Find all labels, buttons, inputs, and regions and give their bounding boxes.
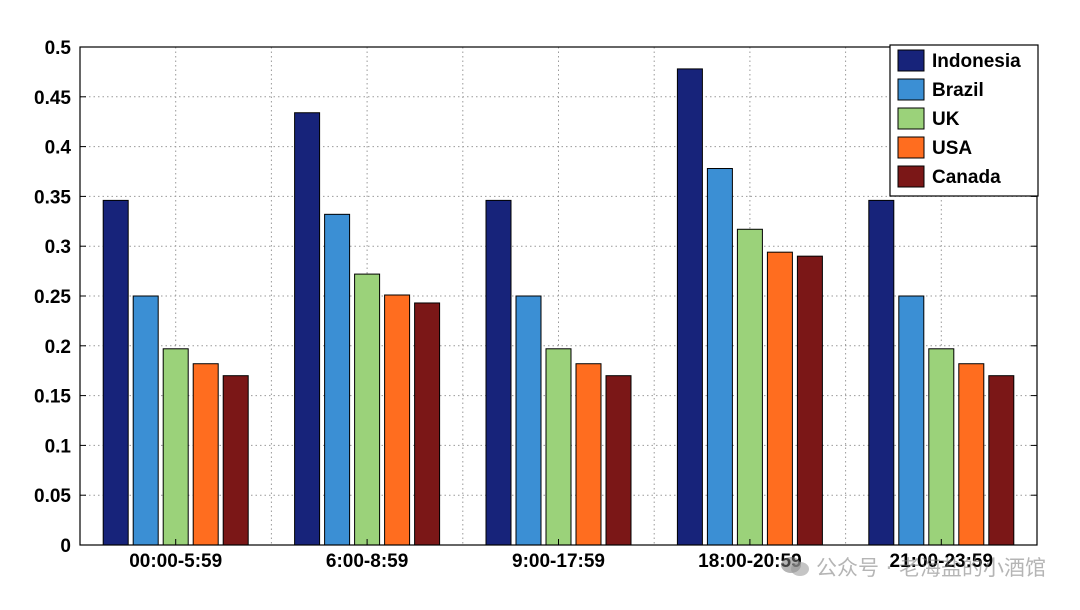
bar-indonesia-4 [868,199,895,546]
bar-indonesia-3 [676,68,703,546]
y-tick-label: 0.1 [45,436,72,457]
y-tick-label: 0.5 [45,38,72,59]
bar-brazil-0 [132,295,159,546]
y-tick-label: 0.2 [45,337,71,358]
bar-canada-0 [222,375,249,546]
legend-label-uk: UK [932,109,960,130]
legend-swatch-uk [897,107,925,130]
y-axis: 0 0.05 0.1 0.15 0.2 0.25 0.3 0.35 0.4 0.45 0.5 [34,38,1037,557]
bar-brazil-3 [706,168,733,546]
bar-usa-4 [958,363,985,546]
bar-indonesia-1 [294,112,321,546]
bar-uk-0 [162,348,189,546]
legend-label-usa: USA [932,138,972,159]
bar-canada-3 [796,255,823,546]
legend-label-indonesia: Indonesia [932,51,1021,72]
legend-label-brazil: Brazil [932,80,984,101]
bar-usa-2 [575,363,602,546]
bar-uk-2 [545,348,572,546]
bar-brazil-1 [324,213,351,546]
bar-brazil-4 [898,295,925,546]
y-tick-label: 0.05 [34,486,71,507]
x-tick-label: 21:00-23:59 [890,551,994,572]
watermark-text: 公众号 · 老海盐的小酒馆 [815,556,1046,580]
legend-swatch-brazil [897,78,925,101]
legend-swatch-indonesia [897,49,925,72]
bar-indonesia-0 [102,199,129,546]
x-tick-label: 6:00-8:59 [326,551,408,572]
y-tick-label: 0.15 [34,387,71,408]
watermark: 公众号 · 老海盐的小酒馆 [780,552,1046,582]
bar-canada-4 [988,375,1015,546]
bar-usa-0 [192,363,219,546]
legend-label-canada: Canada [932,167,1001,188]
bars-group [102,68,1015,546]
bar-canada-2 [605,375,632,546]
bar-usa-3 [766,251,793,546]
x-tick-label: 00:00-5:59 [129,551,222,572]
x-axis: 00:00-5:59 6:00-8:59 9:00-17:59 18:00-20:59… [129,539,993,572]
legend-swatch-canada [897,165,925,188]
x-tick-label: 18:00-20:59 [698,551,802,572]
y-tick-label: 0 [60,536,71,557]
legend: Indonesia Brazil UK USA Canada [889,44,1039,197]
bar-uk-3 [736,228,763,546]
y-tick-label: 0.4 [45,138,72,159]
bar-canada-1 [414,302,441,546]
bar-uk-4 [928,348,955,546]
y-tick-label: 0.3 [45,237,71,258]
legend-swatch-usa [897,136,925,159]
bar-brazil-2 [515,295,542,546]
bar-uk-1 [354,273,381,546]
x-tick-label: 9:00-17:59 [512,551,605,572]
wechat-icon [780,557,809,576]
y-tick-label: 0.25 [34,287,71,308]
y-tick-label: 0.35 [34,187,71,208]
bar-indonesia-2 [485,199,512,546]
y-tick-label: 0.45 [34,88,71,109]
bar-usa-1 [384,294,411,546]
